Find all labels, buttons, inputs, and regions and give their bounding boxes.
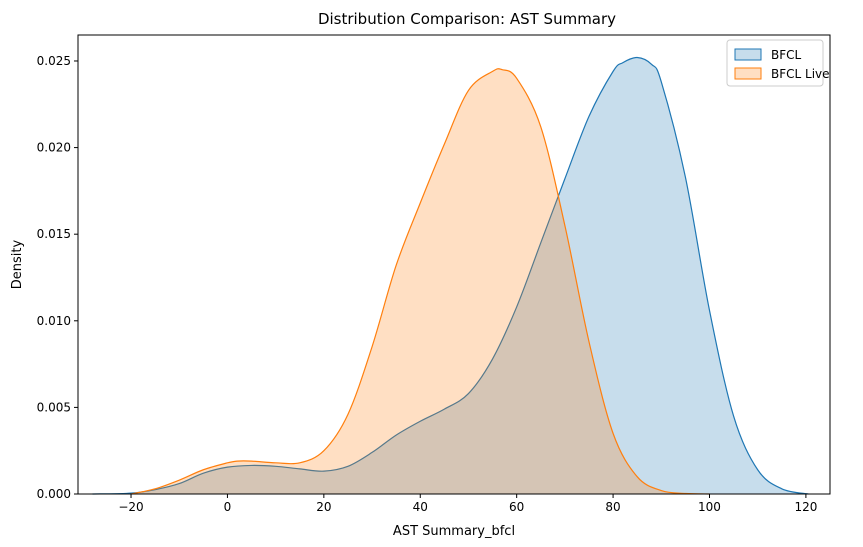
- x-tick-label: 120: [794, 500, 817, 514]
- y-tick-label: 0.025: [37, 54, 71, 68]
- x-axis-label: AST Summary_bfcl: [393, 524, 515, 539]
- x-tick-label: −20: [118, 500, 143, 514]
- legend: BFCL BFCL Live: [726, 39, 830, 87]
- legend-swatch: [734, 48, 762, 61]
- y-tick-label: 0.005: [37, 400, 71, 414]
- x-axis: −20 0 20 40 60 80 100 120: [118, 494, 817, 514]
- y-axis-label: Density: [10, 239, 25, 289]
- legend-label: BFCL Live: [771, 67, 830, 81]
- legend-label: BFCL: [771, 48, 802, 62]
- series-layer: [92, 56, 809, 495]
- legend-entry: BFCL: [734, 48, 802, 62]
- plot-frame: [77, 34, 831, 495]
- series-line-1: [130, 68, 710, 495]
- series-area-1: [131, 68, 710, 495]
- chart-title: Distribution Comparison: AST Summary: [318, 10, 616, 28]
- y-tick-label: 0.010: [37, 314, 71, 328]
- legend-swatch: [734, 67, 762, 80]
- y-tick-label: 0.000: [37, 487, 71, 501]
- legend-box: [726, 39, 824, 87]
- y-axis: 0.000 0.005 0.010 0.015 0.020 0.025: [37, 54, 78, 501]
- x-tick-label: 80: [605, 500, 620, 514]
- y-tick-label: 0.015: [37, 227, 71, 241]
- x-tick-label: 40: [413, 500, 428, 514]
- series-area-0: [92, 57, 809, 495]
- x-tick-label: 100: [698, 500, 721, 514]
- x-tick-label: 0: [224, 500, 232, 514]
- y-tick-label: 0.020: [37, 141, 71, 155]
- legend-entry: BFCL Live: [734, 67, 830, 81]
- series-line-0: [92, 56, 809, 495]
- x-tick-label: 60: [509, 500, 524, 514]
- x-tick-label: 20: [316, 500, 331, 514]
